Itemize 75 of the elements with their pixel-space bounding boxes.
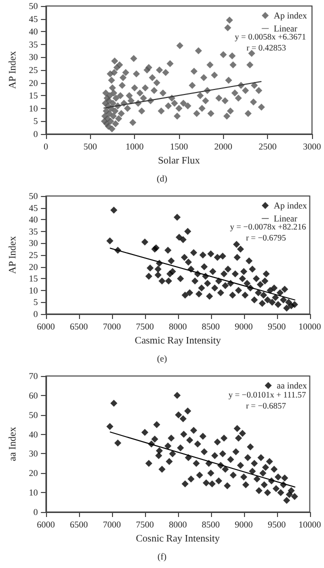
y-tick-label: 0 bbox=[33, 507, 38, 517]
x-tick-label: 6000 bbox=[36, 520, 56, 530]
legend-label: Ap index bbox=[274, 200, 308, 210]
y-tick-label: 10 bbox=[28, 488, 38, 498]
y-axis-title: AP Index bbox=[8, 236, 18, 274]
y-tick-label: 5 bbox=[33, 297, 38, 308]
y-tick-label: 45 bbox=[28, 14, 38, 24]
legend-label: aa index bbox=[276, 380, 308, 390]
annotation: r = −0.6857 bbox=[246, 400, 286, 410]
x-tick-label: 1500 bbox=[170, 142, 188, 152]
annotation: y = −0.0101x + 111.57 bbox=[228, 390, 306, 400]
x-tick-label: 7500 bbox=[136, 520, 154, 530]
legend-label: Linear bbox=[274, 24, 298, 34]
x-tick-label: 9000 bbox=[234, 322, 254, 332]
x-axis-title: Casmic Ray Intensity bbox=[134, 335, 221, 346]
y-tick-label: 25 bbox=[28, 250, 38, 260]
annotation: y = 0.0058x +6.3671 bbox=[234, 32, 306, 42]
y-tick-label: 20 bbox=[28, 468, 38, 478]
y-tick-label: 60 bbox=[28, 390, 38, 400]
text: (e) bbox=[157, 354, 167, 364]
x-tick-label: 9500 bbox=[268, 520, 286, 530]
x-tick-label: 9000 bbox=[234, 520, 254, 530]
x-tick-label: 2000 bbox=[214, 142, 233, 152]
x-tick-label: 3000 bbox=[303, 142, 322, 152]
y-tick-label: 50 bbox=[28, 410, 38, 420]
x-tick-label: 7000 bbox=[102, 520, 122, 530]
x-tick-label: 2500 bbox=[258, 142, 278, 152]
y-tick-label: 40 bbox=[28, 214, 38, 225]
y-tick-label: 25 bbox=[28, 65, 38, 75]
y-tick-label: 35 bbox=[28, 39, 38, 50]
y-tick-label: 35 bbox=[28, 226, 38, 236]
x-tick-label: 6500 bbox=[70, 322, 88, 332]
x-tick-label: 1000 bbox=[126, 142, 144, 152]
y-tick-label: 10 bbox=[28, 103, 38, 114]
x-tick-label: 8000 bbox=[168, 520, 188, 530]
y-tick-label: 0 bbox=[33, 129, 38, 139]
y-tick-label: 30 bbox=[28, 52, 38, 62]
legend-label: Linear bbox=[274, 214, 298, 224]
x-tick-label: 8000 bbox=[168, 322, 188, 332]
x-tick-label: 6000 bbox=[36, 322, 56, 332]
y-tick-label: 30 bbox=[28, 448, 38, 459]
y-tick-label: 40 bbox=[28, 26, 38, 37]
x-tick-label: 8500 bbox=[202, 520, 220, 530]
legend-label: Ap index bbox=[274, 10, 308, 20]
x-tick-label: 10000 bbox=[298, 520, 322, 530]
y-tick-label: 15 bbox=[28, 90, 38, 101]
y-tick-label: 50 bbox=[28, 191, 38, 201]
x-tick-label: 7500 bbox=[136, 322, 154, 332]
x-tick-label: 10000 bbox=[298, 322, 322, 332]
text: (d) bbox=[156, 174, 168, 184]
x-tick-label: 6500 bbox=[70, 520, 88, 530]
x-tick-label: 8500 bbox=[202, 322, 220, 332]
y-tick-label: 45 bbox=[28, 202, 38, 213]
y-tick-label: 70 bbox=[28, 371, 38, 381]
annotation: r = 0.42853 bbox=[246, 42, 286, 52]
annotation: r = −0.6795 bbox=[246, 232, 286, 242]
y-tick-label: 5 bbox=[33, 116, 38, 126]
x-axis-title: Solar Flux bbox=[158, 155, 200, 166]
x-axis-title: Cosnic Ray Intensity bbox=[136, 533, 220, 544]
y-tick-label: 10 bbox=[28, 285, 38, 296]
y-tick-label: 20 bbox=[28, 78, 38, 88]
y-tick-label: 0 bbox=[33, 309, 38, 319]
y-tick-label: 30 bbox=[28, 238, 38, 248]
y-tick-label: 20 bbox=[28, 262, 38, 272]
x-tick-label: 9500 bbox=[268, 322, 286, 332]
annotation: y = −0.0078x +82.216 bbox=[230, 222, 306, 232]
y-axis-title: AP Index bbox=[8, 51, 18, 89]
y-tick-label: 15 bbox=[28, 274, 38, 284]
x-tick-label: 7000 bbox=[102, 322, 122, 332]
y-axis-title: aa Index bbox=[8, 426, 18, 462]
x-tick-label: 500 bbox=[84, 142, 98, 152]
y-tick-label: 50 bbox=[28, 1, 38, 11]
x-tick-label: 0 bbox=[44, 142, 49, 152]
y-tick-label: 40 bbox=[28, 429, 38, 440]
text: (f) bbox=[158, 552, 166, 562]
